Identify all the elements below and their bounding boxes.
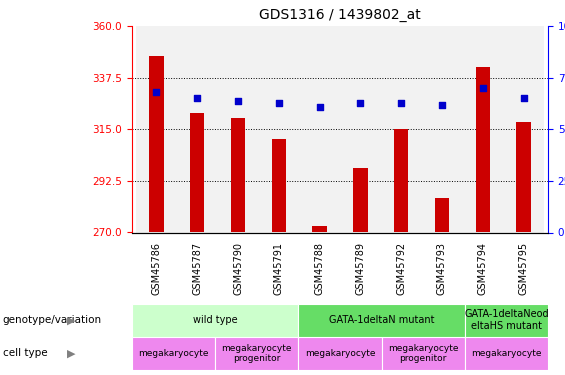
Bar	[503, 26, 544, 233]
Point	[478, 85, 487, 91]
Bar	[132, 304, 298, 337]
Bar	[476, 68, 490, 232]
Point	[356, 100, 365, 106]
Point	[274, 100, 283, 106]
Text: genotype/variation: genotype/variation	[3, 315, 102, 325]
Bar	[215, 337, 298, 370]
Bar	[177, 26, 218, 233]
Text: megakaryocyte: megakaryocyte	[471, 349, 542, 358]
Bar	[272, 138, 286, 232]
Text: wild type: wild type	[193, 315, 237, 325]
Text: GATA-1deltaN mutant: GATA-1deltaN mutant	[329, 315, 434, 325]
Bar	[299, 26, 340, 233]
Bar	[132, 337, 215, 370]
Bar	[465, 337, 548, 370]
Bar	[298, 304, 465, 337]
Bar	[462, 26, 503, 233]
Bar	[394, 129, 408, 232]
Point	[397, 100, 406, 106]
Text: cell type: cell type	[3, 348, 47, 358]
Text: megakaryocyte
progenitor: megakaryocyte progenitor	[221, 344, 292, 363]
Bar	[421, 26, 462, 233]
Text: megakaryocyte
progenitor: megakaryocyte progenitor	[388, 344, 458, 363]
Text: megakaryocyte: megakaryocyte	[305, 349, 375, 358]
Bar	[190, 113, 205, 232]
Text: ▶: ▶	[67, 348, 75, 358]
Bar	[312, 226, 327, 232]
Bar	[465, 304, 548, 337]
Bar	[381, 26, 421, 233]
Bar	[218, 26, 258, 233]
Text: ▶: ▶	[67, 315, 75, 325]
Text: megakaryocyte: megakaryocyte	[138, 349, 209, 358]
Point	[437, 102, 446, 108]
Point	[315, 104, 324, 110]
Title: GDS1316 / 1439802_at: GDS1316 / 1439802_at	[259, 9, 421, 22]
Bar	[381, 337, 465, 370]
Bar	[516, 123, 531, 232]
Bar	[231, 118, 245, 232]
Bar	[298, 337, 381, 370]
Bar	[340, 26, 381, 233]
Bar	[353, 168, 367, 232]
Bar	[258, 26, 299, 233]
Point	[233, 98, 242, 104]
Point	[152, 89, 161, 95]
Bar	[149, 56, 164, 232]
Bar	[435, 198, 449, 232]
Point	[193, 96, 202, 102]
Bar	[136, 26, 177, 233]
Text: GATA-1deltaNeod
eltaHS mutant: GATA-1deltaNeod eltaHS mutant	[464, 309, 549, 331]
Point	[519, 96, 528, 102]
